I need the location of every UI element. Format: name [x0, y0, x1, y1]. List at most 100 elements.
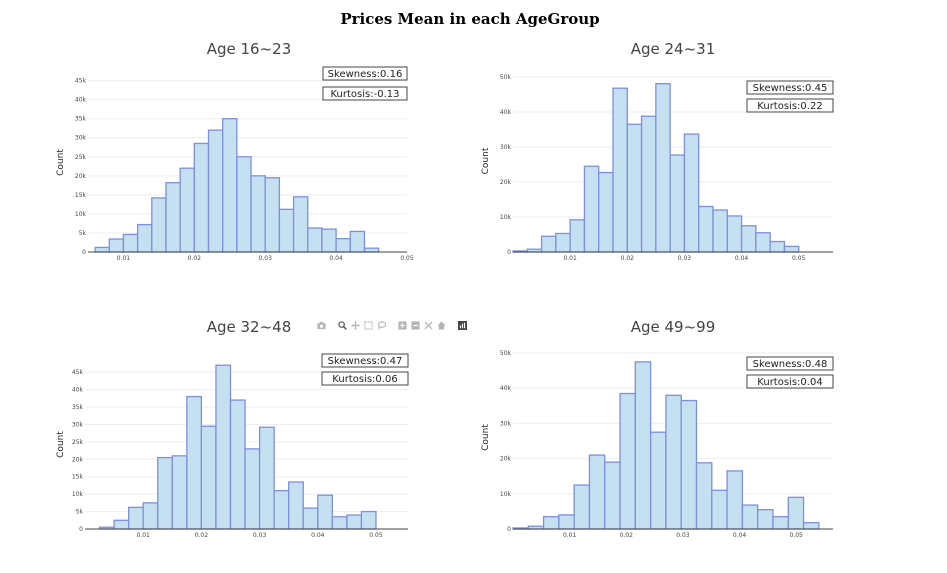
- histogram-bar[interactable]: [626, 123, 643, 253]
- histogram-bar[interactable]: [122, 233, 139, 253]
- histogram-bar[interactable]: [741, 504, 759, 530]
- histogram-bar[interactable]: [349, 230, 366, 253]
- histogram-bar[interactable]: [236, 156, 252, 253]
- histogram-bar[interactable]: [680, 399, 698, 530]
- histogram-bar[interactable]: [726, 215, 743, 253]
- histogram-bar[interactable]: [598, 171, 614, 253]
- y-tick-label: 20k: [500, 179, 512, 186]
- plotly-logo-icon[interactable]: [457, 320, 468, 331]
- zoom-icon[interactable]: [337, 320, 348, 331]
- skewness-annotation-text: Skewness:0.45: [753, 83, 828, 94]
- histogram-bar[interactable]: [695, 462, 713, 530]
- histogram-bar[interactable]: [740, 225, 757, 253]
- histogram-bar[interactable]: [229, 399, 246, 530]
- histogram-bar[interactable]: [108, 238, 125, 253]
- histogram-bar[interactable]: [273, 490, 290, 530]
- histogram-bar[interactable]: [683, 133, 700, 253]
- autoscale-icon[interactable]: [423, 320, 434, 331]
- zoom-in-icon[interactable]: [397, 320, 408, 331]
- y-tick-label: 40k: [500, 385, 512, 392]
- skewness-annotation: Skewness:0.47: [321, 353, 409, 368]
- x-tick-label: 0.05: [369, 532, 383, 539]
- x-tick-label: 0.03: [678, 255, 692, 262]
- histogram-bar[interactable]: [288, 481, 304, 530]
- histogram-bar[interactable]: [292, 196, 309, 253]
- x-tick-label: 0.01: [117, 255, 131, 262]
- histogram-bar[interactable]: [317, 494, 333, 530]
- y-axis-label: Count: [56, 431, 66, 458]
- histogram-bar[interactable]: [346, 514, 363, 530]
- camera-icon[interactable]: [316, 320, 327, 331]
- histogram-bar[interactable]: [215, 364, 232, 530]
- histogram-bar[interactable]: [783, 245, 800, 253]
- histogram-bar[interactable]: [179, 167, 195, 253]
- histogram-bar[interactable]: [200, 425, 217, 530]
- y-tick-label: 50k: [500, 74, 512, 81]
- histogram-bar[interactable]: [772, 516, 789, 530]
- zoom-out-icon[interactable]: [410, 320, 421, 331]
- histogram-bar[interactable]: [264, 177, 281, 253]
- histogram-bar[interactable]: [711, 489, 728, 530]
- x-tick-label: 0.01: [137, 532, 151, 539]
- histogram-bar[interactable]: [307, 227, 323, 253]
- histogram-bar[interactable]: [151, 197, 167, 253]
- box-select-icon[interactable]: [363, 320, 374, 331]
- histogram-bar[interactable]: [278, 208, 295, 253]
- histogram-bar[interactable]: [94, 246, 110, 253]
- histogram-bar[interactable]: [321, 228, 337, 253]
- histogram-bar[interactable]: [157, 456, 173, 530]
- histogram-bar[interactable]: [769, 240, 786, 253]
- histogram-bar[interactable]: [655, 83, 671, 253]
- histogram-bar[interactable]: [726, 470, 744, 530]
- histogram-bar[interactable]: [712, 209, 728, 253]
- histogram-bar[interactable]: [244, 448, 261, 530]
- histogram-bar[interactable]: [612, 87, 628, 253]
- histogram-bar[interactable]: [136, 223, 153, 253]
- histogram-bar[interactable]: [165, 182, 181, 253]
- lasso-select-icon[interactable]: [376, 320, 387, 331]
- histogram-bar[interactable]: [540, 235, 557, 253]
- histogram-bar[interactable]: [558, 514, 575, 530]
- histogram-bar[interactable]: [222, 118, 238, 253]
- histogram-bar[interactable]: [335, 238, 351, 253]
- histogram-bar[interactable]: [569, 219, 586, 253]
- histogram-bar[interactable]: [258, 426, 275, 530]
- histogram-bar[interactable]: [640, 115, 657, 253]
- histogram-bar[interactable]: [331, 516, 348, 530]
- subplot-title: Age 24~31: [631, 40, 716, 58]
- histogram-bar[interactable]: [142, 502, 159, 530]
- x-tick-label: 0.02: [621, 255, 635, 262]
- histogram-bar[interactable]: [542, 516, 560, 530]
- reset-axes-icon[interactable]: [436, 320, 447, 331]
- histogram-bar[interactable]: [360, 510, 377, 530]
- histogram-bar[interactable]: [127, 506, 144, 530]
- histogram-bar[interactable]: [619, 392, 636, 530]
- histogram-bar[interactable]: [573, 484, 591, 530]
- histogram-bar[interactable]: [171, 455, 188, 530]
- histogram-bar[interactable]: [583, 165, 600, 253]
- histogram-bar[interactable]: [588, 454, 606, 530]
- histogram-bar[interactable]: [669, 154, 686, 253]
- histogram-bar[interactable]: [207, 129, 224, 253]
- histogram-bar[interactable]: [193, 142, 210, 253]
- y-tick-label: 5k: [79, 230, 87, 237]
- pan-icon[interactable]: [350, 320, 361, 331]
- y-tick-label: 0: [79, 526, 83, 533]
- histogram-bar[interactable]: [757, 508, 774, 530]
- x-tick-label: 0.03: [676, 532, 690, 539]
- histogram-bar[interactable]: [302, 507, 319, 530]
- histogram-bar[interactable]: [787, 496, 805, 530]
- histogram-bar[interactable]: [363, 247, 380, 253]
- histogram-bar[interactable]: [555, 232, 571, 253]
- histogram-bar[interactable]: [802, 522, 820, 530]
- histogram-bar[interactable]: [250, 175, 266, 253]
- histogram-bar[interactable]: [755, 232, 771, 253]
- histogram-bar[interactable]: [649, 431, 667, 530]
- x-tick-label: 0.02: [188, 255, 202, 262]
- histogram-bar[interactable]: [604, 461, 621, 530]
- histogram-bar[interactable]: [698, 205, 714, 253]
- histogram-bar[interactable]: [634, 361, 652, 530]
- histogram-bar[interactable]: [186, 395, 203, 530]
- histogram-bar[interactable]: [665, 394, 682, 530]
- histogram-bar[interactable]: [113, 519, 130, 530]
